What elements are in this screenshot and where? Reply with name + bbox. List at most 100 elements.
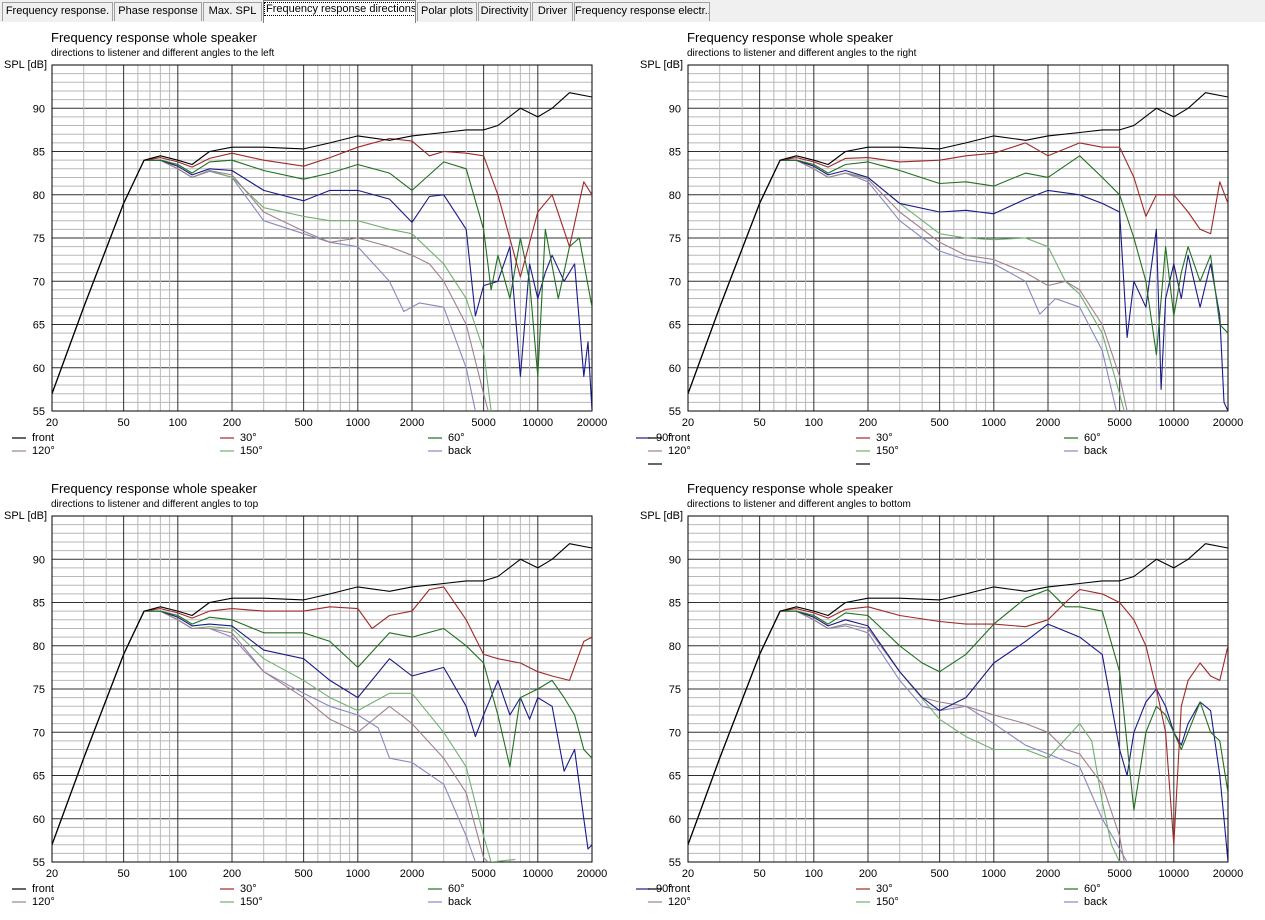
y-tick-label: 70 xyxy=(669,276,681,288)
y-tick-label: 75 xyxy=(669,684,681,696)
series-line-front xyxy=(688,92,1228,394)
legend-label: 120° xyxy=(668,896,691,908)
legend-label: back xyxy=(1084,896,1108,908)
y-tick-label: 55 xyxy=(669,857,681,869)
series-line-60deg xyxy=(52,159,592,394)
series-line-front xyxy=(52,92,592,394)
y-axis-label: SPL [dB] xyxy=(4,510,47,522)
y-tick-label: 80 xyxy=(669,190,681,202)
x-tick-label: 100 xyxy=(169,868,187,880)
legend-label: 60° xyxy=(448,883,465,895)
series-line-90deg xyxy=(52,610,592,850)
tab-bar: Frequency response. Phase response Max. SP… xyxy=(0,0,1265,23)
legend-label: 90° xyxy=(656,883,673,895)
x-tick-label: 1000 xyxy=(982,868,1006,880)
y-tick-label: 65 xyxy=(33,320,45,332)
plot-frame xyxy=(51,64,593,412)
x-tick-label: 500 xyxy=(294,868,312,880)
series-line-90deg xyxy=(688,159,1228,411)
x-tick-label: 20 xyxy=(46,868,58,880)
tab-frequency-response-electr[interactable]: Frequency response electr.. xyxy=(574,2,710,21)
y-tick-label: 85 xyxy=(33,147,45,159)
x-tick-label: 1000 xyxy=(346,868,370,880)
chart-subtitle: directions to listener and different ang… xyxy=(687,48,917,59)
chart-subtitle: directions to listener and different ang… xyxy=(687,499,911,510)
x-tick-label: 50 xyxy=(754,868,766,880)
chart-panel: Frequency response whole speaker directio… xyxy=(640,30,1244,465)
x-tick-label: 20 xyxy=(46,417,58,429)
x-tick-label: 200 xyxy=(859,868,877,880)
chart-title: Frequency response whole speaker xyxy=(51,30,258,45)
series-group xyxy=(688,92,1228,411)
legend-label: 30° xyxy=(240,432,257,444)
tab-label: Phase response xyxy=(118,5,198,17)
y-tick-label: 75 xyxy=(33,233,45,245)
x-tick-label: 20 xyxy=(682,868,694,880)
y-tick-label: 60 xyxy=(669,814,681,826)
tab-label: Max. SPL xyxy=(208,5,257,17)
y-tick-label: 80 xyxy=(33,641,45,653)
tab-frequency-response-directions[interactable]: Frequency response directions xyxy=(263,0,416,23)
tab-max-spl[interactable]: Max. SPL xyxy=(203,2,262,21)
legend-label: 120° xyxy=(32,896,55,908)
y-tick-label: 70 xyxy=(33,727,45,739)
legend-label: 90° xyxy=(656,432,673,444)
x-tick-label: 2000 xyxy=(1036,868,1060,880)
series-line-30deg xyxy=(688,588,1228,846)
y-tick-label: 90 xyxy=(33,103,45,115)
y-tick-label: 90 xyxy=(669,103,681,115)
x-tick-label: 5000 xyxy=(1107,868,1131,880)
x-tick-label: 500 xyxy=(294,417,312,429)
tab-driver[interactable]: Driver xyxy=(532,2,573,21)
y-tick-label: 60 xyxy=(669,363,681,375)
x-tick-label: 50 xyxy=(118,868,130,880)
x-tick-label: 5000 xyxy=(471,868,495,880)
x-tick-label: 100 xyxy=(805,868,823,880)
series-line-60deg xyxy=(52,610,592,845)
y-tick-label: 85 xyxy=(669,598,681,610)
x-tick-label: 5000 xyxy=(1107,417,1131,429)
chart-subtitle: directions to listener and different ang… xyxy=(51,48,275,59)
x-tick-label: 100 xyxy=(805,417,823,429)
legend-label: back xyxy=(448,896,472,908)
x-tick-label: 500 xyxy=(930,417,948,429)
y-tick-label: 60 xyxy=(33,814,45,826)
tab-directivity[interactable]: Directivity xyxy=(478,2,531,21)
x-tick-label: 20 xyxy=(682,417,694,429)
series-line-90deg xyxy=(688,610,1228,862)
x-tick-label: 1000 xyxy=(346,417,370,429)
series-line-front xyxy=(688,543,1228,845)
series-line-30deg xyxy=(52,586,592,845)
tab-label: Frequency response directions xyxy=(264,2,415,16)
x-tick-label: 500 xyxy=(930,868,948,880)
y-tick-label: 75 xyxy=(33,684,45,696)
y-tick-label: 75 xyxy=(669,233,681,245)
legend-label: back xyxy=(448,445,472,457)
plot-frame xyxy=(51,515,593,863)
x-tick-label: 200 xyxy=(859,417,877,429)
tab-polar-plots[interactable]: Polar plots xyxy=(417,2,477,21)
y-axis-label: SPL [dB] xyxy=(640,510,683,522)
x-tick-label: 2000 xyxy=(1036,417,1060,429)
plot-frame xyxy=(687,515,1229,863)
y-tick-label: 85 xyxy=(669,147,681,159)
tab-phase-response[interactable]: Phase response xyxy=(114,2,202,21)
tab-frequency-response[interactable]: Frequency response. xyxy=(2,2,113,21)
tab-label: Polar plots xyxy=(421,5,473,17)
legend-label: 30° xyxy=(876,883,893,895)
charts-canvas: Frequency response whole speaker directio… xyxy=(4,30,1244,908)
y-tick-label: 70 xyxy=(33,276,45,288)
chart-panel: Frequency response whole speaker directio… xyxy=(4,481,673,908)
tab-label: Driver xyxy=(537,5,568,17)
x-tick-label: 20000 xyxy=(577,417,608,429)
tab-label: Frequency response electr.. xyxy=(575,5,710,17)
chart-title: Frequency response whole speaker xyxy=(687,30,894,45)
legend-label: back xyxy=(1084,445,1108,457)
x-tick-label: 10000 xyxy=(523,868,554,880)
series-line-60deg xyxy=(688,155,1228,394)
legend-label: 120° xyxy=(668,445,691,457)
plot-frame xyxy=(687,64,1229,412)
x-tick-label: 20000 xyxy=(1213,417,1244,429)
legend-label: 30° xyxy=(240,883,257,895)
y-tick-label: 80 xyxy=(33,190,45,202)
